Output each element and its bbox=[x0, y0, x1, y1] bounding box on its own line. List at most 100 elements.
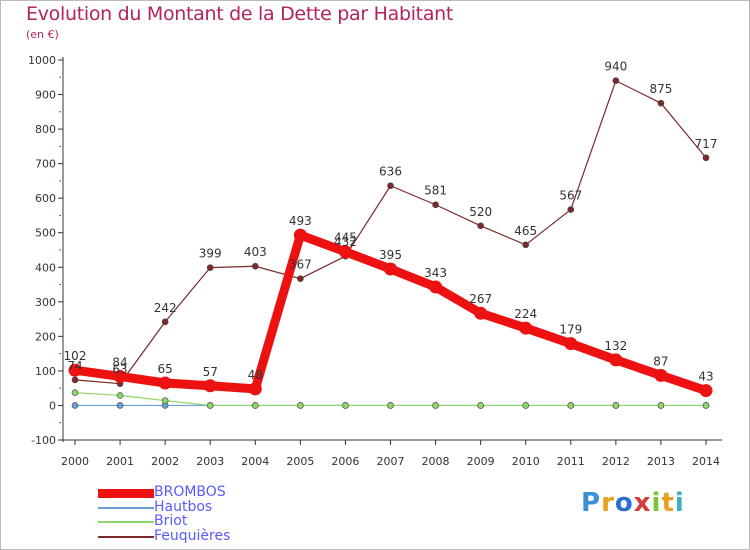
x-tick-label: 2006 bbox=[331, 455, 359, 468]
legend-label: BROMBOS bbox=[154, 484, 226, 500]
x-tick-label: 2013 bbox=[647, 455, 675, 468]
data-point-briot bbox=[612, 402, 620, 409]
data-label: 102 bbox=[64, 349, 87, 363]
data-label: 48 bbox=[248, 368, 263, 382]
y-tick-label: 300 bbox=[35, 296, 56, 309]
chart-subtitle: (en €) bbox=[26, 28, 59, 41]
legend-swatch bbox=[98, 489, 154, 498]
x-tick-label: 2000 bbox=[61, 455, 89, 468]
data-point-feuquières bbox=[387, 182, 394, 190]
data-point-brombos bbox=[519, 321, 533, 335]
data-label: 399 bbox=[199, 247, 222, 261]
data-point-brombos bbox=[654, 368, 668, 382]
y-tick-label: 0 bbox=[49, 399, 56, 412]
data-label: 875 bbox=[649, 82, 672, 96]
data-point-briot bbox=[71, 389, 79, 396]
data-point-brombos bbox=[293, 228, 307, 242]
data-label: 84 bbox=[112, 355, 127, 369]
y-tick-label: 100 bbox=[35, 365, 56, 378]
x-tick-label: 2008 bbox=[422, 455, 450, 468]
data-label: 717 bbox=[695, 137, 718, 151]
data-point-briot bbox=[522, 402, 530, 409]
logo-letter: i bbox=[651, 488, 662, 518]
data-point-brombos bbox=[338, 245, 352, 259]
data-point-brombos bbox=[203, 379, 217, 393]
data-point-brombos bbox=[699, 384, 713, 398]
x-tick-label: 2010 bbox=[512, 455, 540, 468]
data-label: 403 bbox=[244, 245, 267, 259]
data-point-hautbos bbox=[71, 402, 79, 409]
data-label: 65 bbox=[158, 362, 173, 376]
logo-letter: r bbox=[601, 488, 615, 518]
proxiti-logo: Proxiti bbox=[581, 488, 685, 518]
x-tick-label: 2001 bbox=[106, 455, 134, 468]
data-point-feuquières bbox=[522, 241, 530, 249]
data-point-briot bbox=[657, 402, 665, 409]
data-point-brombos bbox=[158, 376, 172, 390]
data-label: 267 bbox=[469, 292, 492, 306]
data-label: 567 bbox=[559, 189, 582, 203]
data-point-hautbos bbox=[116, 402, 124, 409]
data-label: 224 bbox=[514, 307, 537, 321]
data-point-briot bbox=[702, 402, 710, 409]
y-tick-label: 600 bbox=[35, 192, 56, 205]
data-point-briot bbox=[297, 402, 304, 409]
data-point-brombos bbox=[564, 337, 578, 351]
data-point-brombos bbox=[68, 363, 82, 377]
y-tick-label: -100 bbox=[31, 434, 56, 447]
data-label: 581 bbox=[424, 184, 447, 198]
x-tick-label: 2011 bbox=[557, 455, 585, 468]
x-tick-label: 2012 bbox=[602, 455, 630, 468]
data-label: 395 bbox=[379, 248, 402, 262]
data-point-brombos bbox=[113, 369, 127, 383]
data-point-brombos bbox=[474, 306, 488, 320]
data-point-feuquières bbox=[567, 206, 575, 213]
y-tick-label: 800 bbox=[35, 123, 56, 136]
data-point-briot bbox=[432, 402, 439, 409]
logo-letter: i bbox=[674, 488, 685, 518]
data-point-briot bbox=[161, 397, 169, 404]
data-label: 179 bbox=[559, 323, 582, 337]
data-label: 74 bbox=[67, 359, 82, 373]
data-label: 493 bbox=[289, 214, 312, 228]
data-point-feuquières bbox=[251, 262, 259, 270]
data-label: 445 bbox=[334, 231, 357, 245]
data-label: 367 bbox=[289, 258, 312, 272]
legend-swatch bbox=[98, 506, 154, 509]
x-tick-label: 2007 bbox=[377, 455, 405, 468]
data-label: 132 bbox=[604, 339, 627, 353]
data-point-feuquières bbox=[297, 275, 304, 282]
logo-letter: t bbox=[661, 488, 675, 518]
y-tick-label: 900 bbox=[35, 89, 56, 102]
logo-letter: P bbox=[581, 488, 602, 518]
x-tick-label: 2009 bbox=[467, 455, 495, 468]
data-label: 465 bbox=[514, 224, 537, 238]
data-point-feuquières bbox=[702, 154, 710, 162]
data-point-brombos bbox=[384, 262, 397, 276]
legend-swatch bbox=[98, 535, 154, 538]
data-point-feuquières bbox=[657, 99, 665, 107]
data-label: 520 bbox=[469, 205, 492, 219]
legend-swatch bbox=[98, 521, 154, 523]
data-point-feuquières bbox=[71, 376, 79, 384]
legend-label: Hautbos bbox=[154, 498, 213, 515]
data-point-brombos bbox=[429, 280, 443, 294]
legend-label: Feuquières bbox=[154, 527, 231, 544]
x-tick-label: 2004 bbox=[241, 455, 269, 468]
data-label: 432 bbox=[334, 235, 357, 249]
data-label: 43 bbox=[698, 370, 713, 384]
x-tick-label: 2014 bbox=[692, 455, 720, 468]
y-tick-label: 200 bbox=[35, 330, 56, 343]
data-point-feuquières bbox=[161, 318, 169, 326]
data-label: 940 bbox=[604, 60, 627, 74]
data-point-briot bbox=[477, 402, 484, 409]
data-label: 636 bbox=[379, 165, 402, 179]
x-tick-label: 2005 bbox=[286, 455, 314, 468]
data-label: 242 bbox=[154, 301, 177, 315]
logo-letter: o bbox=[614, 488, 634, 518]
y-tick-label: 400 bbox=[35, 261, 56, 274]
data-point-brombos bbox=[248, 382, 262, 396]
data-label: 63 bbox=[112, 363, 127, 377]
data-label: 343 bbox=[424, 266, 447, 280]
logo-letter: x bbox=[633, 488, 652, 518]
